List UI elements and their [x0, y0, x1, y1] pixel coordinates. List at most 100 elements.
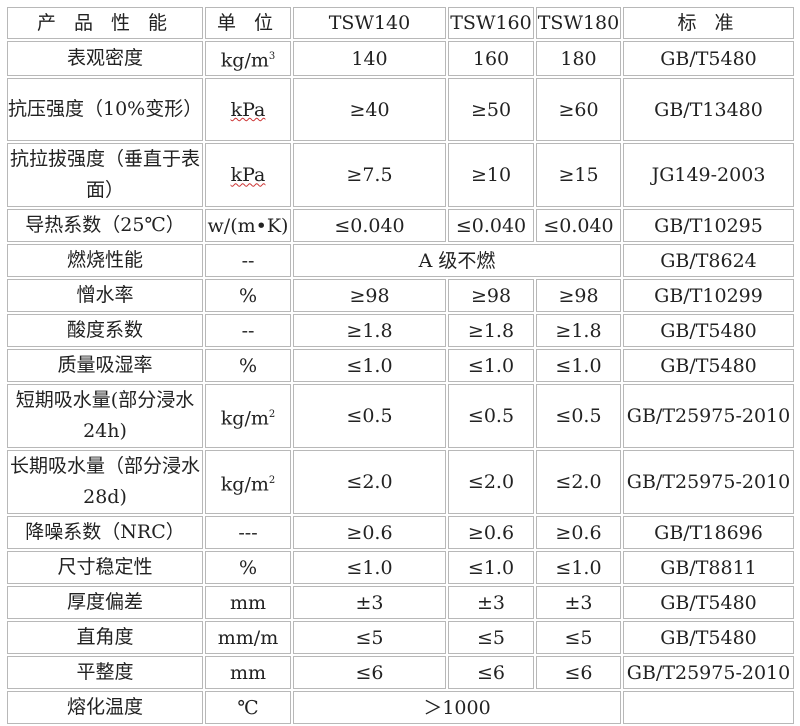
unit-cell: mm [205, 586, 291, 620]
table-row: 燃烧性能 -- A 级不燃 GB/T8624 [7, 244, 794, 278]
standard-cell: GB/T5480 [623, 586, 794, 620]
unit-text: kg/m [220, 472, 269, 495]
value-cell: ≤2.0 [293, 450, 446, 515]
standard-cell: GB/T25975-2010 [623, 450, 794, 515]
value-cell: ≤1.0 [536, 349, 621, 383]
standard-cell: GB/T8624 [623, 244, 794, 278]
value-cell: ≥98 [536, 279, 621, 313]
property-cell: 降噪系数（NRC） [7, 516, 203, 550]
header-tsw160: TSW160 [448, 7, 534, 39]
value-cell: ≤0.5 [448, 384, 534, 449]
table-row: 平整度 mm ≤6 ≤6 ≤6 GB/T25975-2010 [7, 656, 794, 690]
value-cell: ≤1.0 [293, 551, 446, 585]
value-cell: ≥0.6 [536, 516, 621, 550]
unit-text: mm [229, 661, 267, 684]
property-cell: 尺寸稳定性 [7, 551, 203, 585]
property-cell: 厚度偏差 [7, 586, 203, 620]
property-cell: 抗拉拔强度（垂直于表面） [7, 143, 203, 208]
unit-text: ℃ [237, 696, 259, 719]
unit-text: mm [229, 591, 267, 614]
value-cell: ±3 [293, 586, 446, 620]
unit-cell: -- [205, 314, 291, 348]
unit-cell: --- [205, 516, 291, 550]
standard-cell: GB/T13480 [623, 78, 794, 142]
standard-cell: GB/T25975-2010 [623, 656, 794, 690]
property-cell: 质量吸湿率 [7, 349, 203, 383]
value-cell: ≤0.040 [536, 209, 621, 243]
value-cell: ≥0.6 [448, 516, 534, 550]
standard-cell: GB/T5480 [623, 314, 794, 348]
property-cell: 憎水率 [7, 279, 203, 313]
value-cell: ≥60 [536, 78, 621, 142]
header-tsw140: TSW140 [293, 7, 446, 39]
value-cell: ≥40 [293, 78, 446, 142]
table-row: 质量吸湿率% ≤1.0 ≤1.0 ≤1.0 GB/T5480 [7, 349, 794, 383]
unit-cell: kg/m2 [205, 384, 291, 449]
value-cell: ≤1.0 [536, 551, 621, 585]
standard-cell: GB/T25975-2010 [623, 384, 794, 449]
unit-text: w/(m•K) [207, 214, 289, 237]
value-cell: ≤5 [448, 621, 534, 655]
standard-cell: GB/T10295 [623, 209, 794, 243]
header-unit: 单 位 [205, 7, 291, 39]
unit-cell: % [205, 551, 291, 585]
value-cell: ≤6 [293, 656, 446, 690]
property-cell: 平整度 [7, 656, 203, 690]
unit-text: kg/m [220, 406, 269, 429]
value-cell: ≥1.8 [293, 314, 446, 348]
value-cell: ≤1.0 [448, 551, 534, 585]
unit-cell: -- [205, 244, 291, 278]
unit-superscript: 3 [268, 51, 276, 62]
value-cell: ≤6 [448, 656, 534, 690]
unit-cell: kg/m2 [205, 450, 291, 515]
value-cell: ±3 [448, 586, 534, 620]
unit-cell: w/(m•K) [205, 209, 291, 243]
value-cell: ≤0.5 [293, 384, 446, 449]
property-cell: 导热系数（25℃） [7, 209, 203, 243]
unit-text: % [238, 556, 258, 579]
value-cell: ≤1.0 [293, 349, 446, 383]
standard-cell: JG149-2003 [623, 143, 794, 208]
standard-cell: GB/T10299 [623, 279, 794, 313]
unit-text: kPa [230, 98, 266, 121]
standard-cell [623, 691, 794, 725]
value-cell: ≤5 [293, 621, 446, 655]
unit-cell: mm/m [205, 621, 291, 655]
value-cell: ≥1.8 [448, 314, 534, 348]
value-cell: ≥7.5 [293, 143, 446, 208]
unit-text: -- [241, 249, 255, 272]
unit-cell: % [205, 349, 291, 383]
header-standard: 标 准 [623, 7, 794, 39]
value-cell: ≥15 [536, 143, 621, 208]
value-cell: 180 [536, 41, 621, 77]
value-cell: ≤2.0 [448, 450, 534, 515]
table-row: 短期吸水量(部分浸水 24h) kg/m2 ≤0.5 ≤0.5 ≤0.5 GB/T2597… [7, 384, 794, 449]
standard-cell: GB/T18696 [623, 516, 794, 550]
table-row: 熔化温度 ℃ ＞1000 [7, 691, 794, 725]
value-cell: ≥50 [448, 78, 534, 142]
table-row: 表观密度 kg/m3 140 160 180 GB/T5480 [7, 41, 794, 77]
header-property: 产 品 性 能 [7, 7, 203, 39]
merged-value-cell: ＞1000 [293, 691, 621, 725]
unit-cell: % [205, 279, 291, 313]
property-cell: 表观密度 [7, 41, 203, 77]
value-cell: ≤2.0 [536, 450, 621, 515]
standard-cell: GB/T5480 [623, 621, 794, 655]
table-row: 憎水率% ≥98 ≥98 ≥98 GB/T10299 [7, 279, 794, 313]
value-cell: 140 [293, 41, 446, 77]
value-cell: ≤0.5 [536, 384, 621, 449]
table-row: 长期吸水量（部分浸水 28d) kg/m2 ≤2.0 ≤2.0 ≤2.0 GB/T2597… [7, 450, 794, 515]
standard-cell: GB/T5480 [623, 41, 794, 77]
unit-superscript: 2 [268, 474, 276, 486]
value-cell: ≥0.6 [293, 516, 446, 550]
table-row: 抗压强度（10%变形） kPa ≥40 ≥50 ≥60 GB/T13480 [7, 78, 794, 142]
unit-text: kPa [230, 164, 266, 187]
table-row: 直角度 mm/m ≤5 ≤5 ≤5 GB/T5480 [7, 621, 794, 655]
property-cell: 抗压强度（10%变形） [7, 78, 203, 142]
value-cell: ≤1.0 [448, 349, 534, 383]
property-cell: 熔化温度 [7, 691, 203, 725]
property-cell: 直角度 [7, 621, 203, 655]
standard-cell: GB/T8811 [623, 551, 794, 585]
value-cell: ≥98 [448, 279, 534, 313]
unit-text: -- [241, 319, 255, 342]
